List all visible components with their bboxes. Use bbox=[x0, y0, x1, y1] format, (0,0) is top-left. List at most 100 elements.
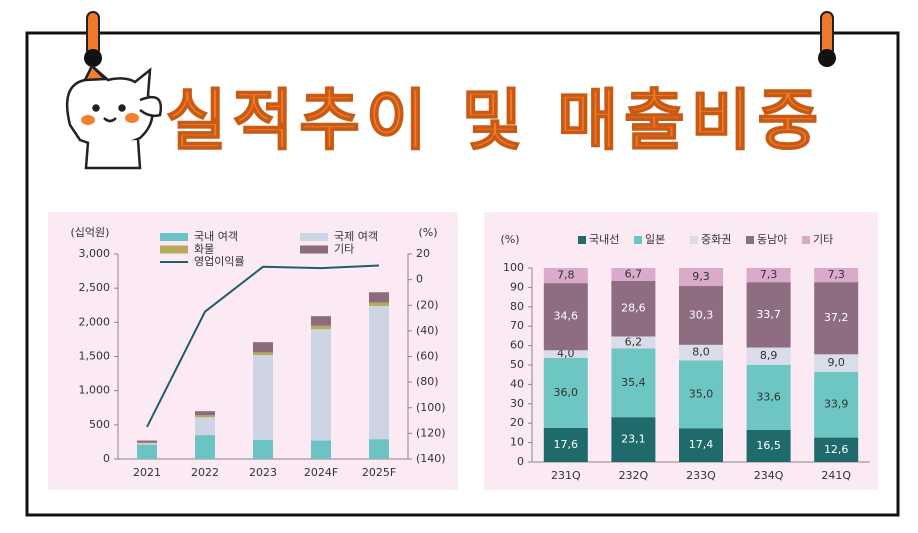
bar-segment bbox=[543, 427, 588, 462]
bar-segment bbox=[311, 325, 331, 330]
legend-label: 영업이익률 bbox=[194, 255, 245, 268]
legend-label: 국내 여객 bbox=[194, 230, 238, 243]
bar-segment bbox=[611, 417, 656, 462]
legend-swatch bbox=[690, 236, 698, 244]
y2-tick-label: (140) bbox=[416, 452, 446, 465]
y-tick-label: 70 bbox=[510, 319, 524, 332]
value-label: 17,6 bbox=[554, 438, 579, 451]
value-label: 37,2 bbox=[824, 311, 849, 324]
x-tick-label: 2024F bbox=[304, 466, 338, 479]
bar-segment bbox=[369, 439, 389, 459]
bar-segment bbox=[679, 360, 723, 429]
y2-tick-label: (20) bbox=[416, 298, 439, 311]
legend-swatch bbox=[802, 236, 810, 244]
y-tick-label: 40 bbox=[510, 377, 524, 390]
x-tick-label: 241Q bbox=[821, 469, 851, 482]
value-label: 7,8 bbox=[557, 269, 575, 282]
bar-segment bbox=[611, 280, 656, 337]
bar-segment bbox=[679, 344, 723, 361]
bar-segment bbox=[369, 302, 389, 306]
bar-segment bbox=[195, 411, 215, 416]
bar-segment bbox=[679, 286, 723, 345]
bar-segment bbox=[311, 316, 331, 326]
y2-tick-label: (40) bbox=[416, 324, 439, 337]
legend-label: 일본 bbox=[645, 232, 665, 246]
y-tick-label: 0 bbox=[103, 452, 110, 465]
y2-tick-label: 0 bbox=[416, 273, 423, 286]
legend-label: 동남아 bbox=[757, 233, 787, 246]
bar-segment bbox=[746, 429, 791, 462]
bar-segment bbox=[814, 282, 859, 355]
y-tick-label: 100 bbox=[503, 261, 524, 274]
bar-segment bbox=[137, 443, 157, 445]
bar-segment bbox=[253, 342, 273, 353]
bar-segment bbox=[746, 347, 791, 365]
value-label: 30,3 bbox=[689, 308, 714, 321]
bar-segment bbox=[311, 329, 331, 441]
x-tick-label: 231Q bbox=[551, 469, 581, 482]
y2-axis-label: (%) bbox=[418, 226, 437, 239]
bar-segment bbox=[543, 358, 588, 428]
y2-tick-label: (80) bbox=[416, 375, 439, 388]
value-label: 36,0 bbox=[554, 386, 579, 399]
legend-label: 기타 bbox=[813, 233, 833, 246]
x-tick-label: 234Q bbox=[754, 469, 784, 482]
bar-segment bbox=[814, 371, 859, 438]
value-label: 4,0 bbox=[557, 347, 575, 360]
legend-swatch bbox=[160, 233, 188, 241]
bar-segment bbox=[543, 268, 588, 284]
bar-segment bbox=[746, 364, 791, 430]
legend-label: 국내선 bbox=[589, 233, 619, 246]
x-tick-label: 2022 bbox=[191, 466, 219, 479]
value-label: 28,6 bbox=[621, 302, 646, 315]
bar-segment bbox=[679, 428, 723, 462]
y-tick-label: 2,000 bbox=[79, 315, 111, 328]
value-label: 16,5 bbox=[756, 439, 781, 452]
legend-swatch bbox=[160, 245, 188, 254]
bar-segment bbox=[814, 354, 859, 372]
legend-label: 중화권 bbox=[701, 233, 731, 246]
ring bbox=[818, 11, 836, 67]
value-label: 33,7 bbox=[756, 308, 781, 321]
ring bbox=[84, 11, 102, 67]
bar-segment bbox=[543, 350, 588, 359]
value-label: 35,0 bbox=[689, 387, 714, 400]
legend-label: 국제 여객 bbox=[334, 230, 378, 243]
value-label: 6,2 bbox=[625, 335, 643, 348]
x-tick-label: 232Q bbox=[619, 469, 649, 482]
legend-label: 기타 bbox=[334, 243, 354, 256]
bar-segment bbox=[253, 352, 273, 356]
bar-segment bbox=[137, 440, 157, 443]
legend-swatch bbox=[300, 233, 328, 241]
x-tick-label: 2021 bbox=[133, 466, 161, 479]
y-tick-label: 500 bbox=[89, 418, 110, 431]
y-tick-label: 3,000 bbox=[79, 247, 111, 260]
y2-tick-label: (60) bbox=[416, 350, 439, 363]
bar-segment bbox=[746, 268, 791, 283]
bar-segment bbox=[195, 435, 215, 459]
legend-label: 화물 bbox=[194, 243, 214, 256]
bar-segment bbox=[369, 305, 389, 440]
y-tick-label: 60 bbox=[510, 339, 524, 352]
x-tick-label: 2023 bbox=[249, 466, 277, 479]
bar-segment bbox=[611, 268, 656, 281]
value-label: 33,6 bbox=[756, 390, 781, 403]
y2-tick-label: (100) bbox=[416, 401, 446, 414]
bar-segment bbox=[611, 336, 656, 349]
value-label: 23,1 bbox=[621, 433, 646, 446]
y-tick-label: 0 bbox=[517, 455, 524, 468]
bar-segment bbox=[746, 282, 791, 348]
legend-swatch bbox=[578, 236, 586, 244]
legend-swatch bbox=[300, 245, 328, 254]
bar-segment bbox=[369, 292, 389, 303]
value-label: 35,4 bbox=[621, 376, 646, 389]
bar-segment bbox=[679, 268, 723, 287]
value-label: 12,6 bbox=[824, 443, 849, 456]
value-label: 8,0 bbox=[692, 346, 710, 359]
y-tick-label: 2,500 bbox=[79, 281, 111, 294]
value-label: 8,9 bbox=[760, 349, 778, 362]
y-axis-label: (%) bbox=[500, 233, 519, 246]
y-tick-label: 10 bbox=[510, 436, 524, 449]
value-label: 17,4 bbox=[689, 438, 714, 451]
